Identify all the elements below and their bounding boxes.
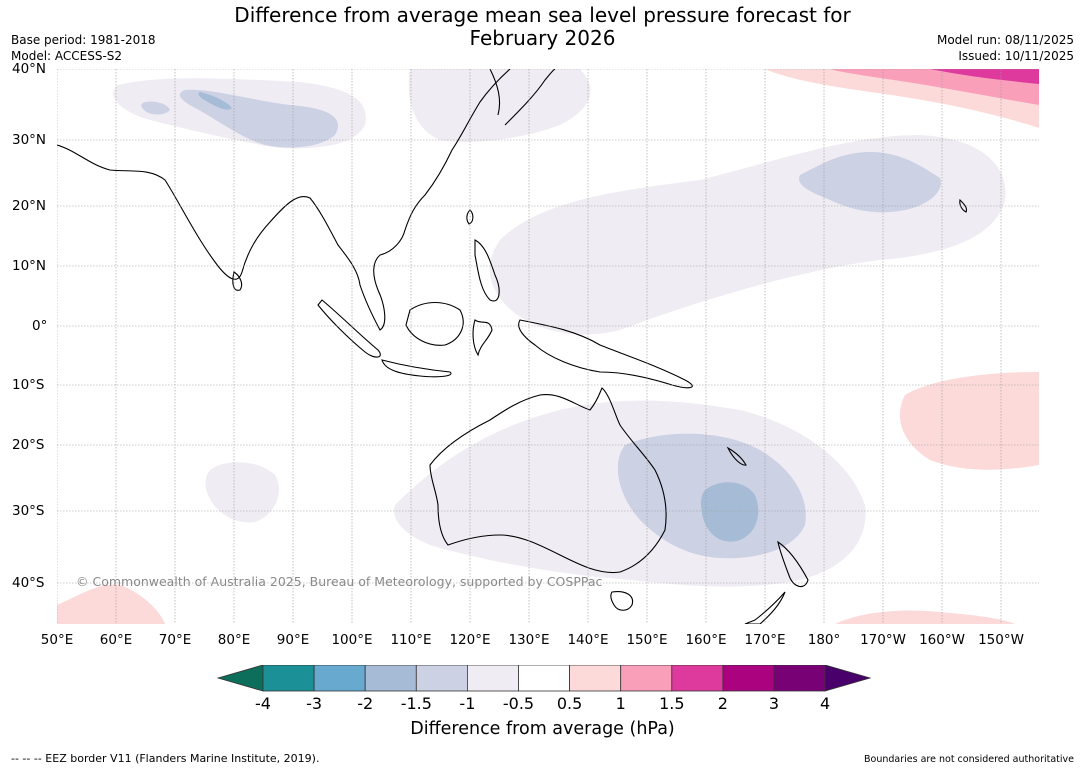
new-zealand-north-coastline	[777, 540, 809, 588]
colorbar-segment	[620, 665, 673, 692]
copyright-notice: © Commonwealth of Australia 2025, Bureau…	[76, 574, 603, 589]
lon-label: 100°E	[331, 632, 373, 648]
lon-label: 70°E	[158, 632, 192, 648]
colorbar-tick-label: -1	[459, 694, 476, 713]
colorbar-tick-label: 0.5	[556, 694, 583, 713]
colorbar-tick-label: 2	[717, 694, 728, 713]
colorbar-tick-label: 1	[615, 694, 626, 713]
colorbar-segment	[364, 665, 417, 692]
lon-label: 50°E	[40, 632, 74, 648]
base-period: Base period: 1981-2018	[11, 33, 156, 47]
lon-label: 170°E	[744, 632, 786, 648]
lat-label: 30°N	[12, 132, 47, 148]
lon-label: 90°E	[276, 632, 310, 648]
lat-label: 10°N	[12, 258, 47, 274]
colorbar-segment	[313, 665, 366, 692]
lon-label: 150°W	[978, 632, 1024, 648]
lon-label: 130°E	[508, 632, 550, 648]
colorbar-title: Difference from average (hPa)	[410, 719, 675, 739]
map-title: Difference from average mean sea level p…	[0, 4, 1085, 50]
title-line-2: February 2026	[469, 26, 616, 50]
model-name: Model: ACCESS-S2	[11, 49, 123, 63]
lat-label: 20°S	[12, 437, 45, 453]
lat-label: 20°N	[12, 198, 47, 214]
sumatra-coastline	[317, 299, 381, 358]
new-zealand-south-coastline	[744, 591, 786, 624]
colorbar-tick-label: -4	[255, 694, 271, 713]
java-coastline	[381, 359, 452, 378]
asia-coastline	[57, 69, 511, 331]
philippines-coastline	[474, 239, 500, 302]
anomaly-area-southwest-pos	[57, 584, 165, 624]
anomaly-area-himalaya	[198, 92, 232, 110]
colorbar-segment	[466, 665, 519, 692]
anomaly-area-north-pacific-pos-3	[930, 69, 1039, 84]
colorbar-segment	[671, 665, 724, 692]
eez-legend: -- -- -- EEZ border V11 (Flanders Marine…	[11, 752, 320, 765]
new-caledonia-coastline	[726, 446, 747, 466]
meta-left: Base period: 1981-2018 Model: ACCESS-S2	[11, 32, 156, 64]
lat-label: 40°N	[12, 61, 47, 77]
lat-label: 0°	[32, 318, 48, 334]
lon-label: 140°E	[567, 632, 609, 648]
sulawesi-coastline	[472, 319, 493, 357]
anomaly-area-tasman	[700, 482, 759, 542]
anomaly-area-north-pacific	[799, 152, 941, 213]
model-run: Model run: 08/11/2025	[936, 33, 1074, 47]
lon-label: 150°E	[626, 632, 668, 648]
taiwan-coastline	[466, 209, 474, 225]
korea-coastline	[489, 69, 501, 116]
graticule	[57, 69, 1039, 624]
colorbar-tick-label: -0.5	[502, 694, 535, 713]
anomaly-area-south-pacific-pos	[899, 372, 1039, 470]
colorbar-extend-low	[216, 665, 264, 692]
lat-label: 10°S	[12, 377, 45, 393]
australia-coastline	[429, 387, 667, 574]
colorbar-tick-label: 3	[768, 694, 780, 713]
lon-label: 80°E	[217, 632, 251, 648]
lon-label: 120°E	[449, 632, 491, 648]
meta-right: Model run: 08/11/2025 Issued: 10/11/2025	[937, 32, 1074, 64]
colorbar-tick-label: 4	[820, 694, 831, 713]
title-line-1: Difference from average mean sea level p…	[234, 3, 851, 27]
lon-label: 180°	[807, 632, 841, 648]
colorbar-segment	[722, 665, 775, 692]
issued-date: Issued: 10/11/2025	[958, 49, 1074, 63]
tasmania-coastline	[610, 591, 634, 611]
colorbar-extend-high	[824, 665, 872, 692]
lon-label: 160°W	[919, 632, 965, 648]
borneo-coastline	[405, 301, 464, 346]
colorbar-segment	[262, 665, 315, 692]
colorbar-segment	[518, 665, 570, 692]
colorbar-tick-label: -1.5	[400, 694, 432, 713]
colorbar-segment	[569, 665, 622, 692]
colorbar-tick-label: -2	[357, 694, 374, 713]
anomaly-area-indian-ocean	[205, 462, 279, 523]
anomaly-area-asia-west	[141, 101, 170, 115]
colorbar-segment	[415, 665, 468, 692]
hawaii-coastline	[959, 198, 968, 213]
anomaly-area-south-pos	[835, 610, 1015, 624]
lat-label: 30°S	[12, 503, 45, 519]
colorbar	[216, 665, 872, 692]
lat-label: 40°S	[12, 575, 45, 591]
colorbar-tick-label: -3	[306, 694, 323, 713]
lon-label: 160°E	[685, 632, 727, 648]
lon-label: 60°E	[99, 632, 133, 648]
colorbar-segment	[773, 665, 826, 692]
lon-label: 110°E	[390, 632, 432, 648]
japan-coastline	[504, 69, 556, 126]
colorbar-tick-label: 1.5	[659, 694, 685, 713]
lon-label: 170°W	[860, 632, 906, 648]
boundary-disclaimer: Boundaries are not considered authoritat…	[864, 754, 1074, 765]
sri-lanka-coastline	[232, 271, 243, 291]
